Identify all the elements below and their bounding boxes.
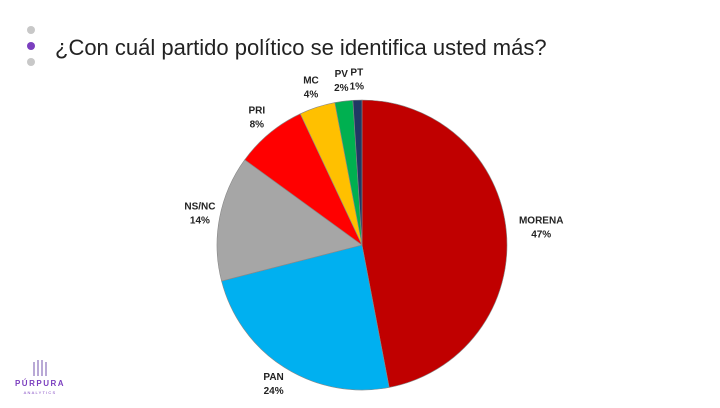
pie-slice — [361, 99, 508, 388]
slice-label: NS/NC — [184, 202, 215, 213]
slice-label: PV — [335, 69, 349, 80]
slice-label: MC — [303, 76, 319, 87]
slice-label: PAN — [263, 372, 283, 383]
slice-label: PT — [350, 68, 363, 79]
value-label: 47% — [531, 230, 551, 241]
pie-slice — [216, 159, 363, 282]
value-label: 8% — [250, 120, 265, 131]
pie — [216, 99, 508, 391]
logo-name: PÚRPURA — [15, 379, 65, 388]
bullet-dot — [27, 42, 35, 50]
chart-title: ¿Con cuál partido político se identifica… — [55, 35, 547, 60]
logo-icon — [33, 360, 47, 376]
bullet-dot — [27, 26, 35, 34]
pie-slice — [221, 244, 390, 391]
value-label: 4% — [304, 90, 319, 101]
pie-slice — [352, 99, 363, 246]
bullet-dot — [27, 58, 35, 66]
slice-label: MORENA — [519, 216, 563, 227]
value-label: 24% — [264, 386, 284, 397]
logo-tagline: ANALYTICS — [24, 390, 57, 395]
value-label: 2% — [334, 83, 349, 94]
value-label: 14% — [190, 216, 210, 227]
slice-label: PRI — [248, 106, 265, 117]
value-label: 1% — [350, 82, 365, 93]
